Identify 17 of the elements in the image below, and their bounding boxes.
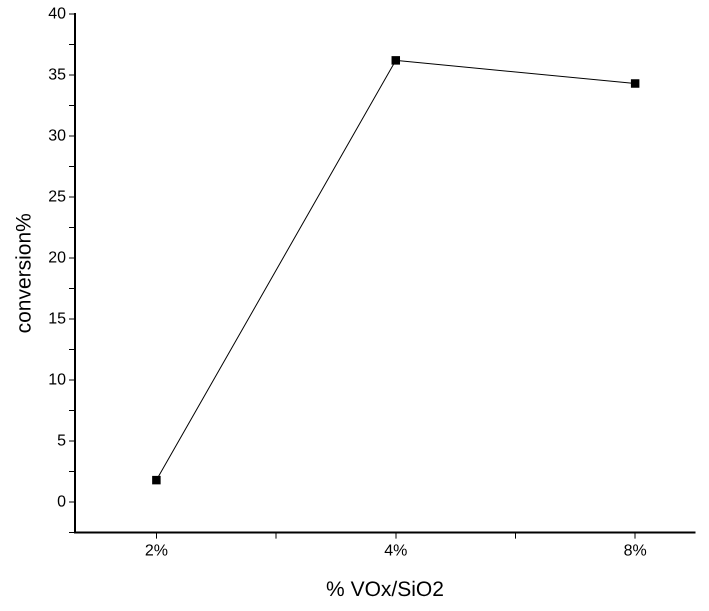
point bbox=[392, 56, 400, 65]
y-tick-label: 20 bbox=[48, 249, 66, 266]
y-tick-label: 15 bbox=[48, 310, 66, 328]
y-tick-label: 5 bbox=[57, 432, 66, 450]
y-tick-label: 25 bbox=[48, 188, 66, 206]
point bbox=[630, 79, 640, 88]
y-tick-label: 0 bbox=[57, 494, 66, 510]
y-tick-label: 10 bbox=[48, 371, 66, 388]
point bbox=[152, 476, 161, 484]
y-tick-label: 35 bbox=[48, 66, 66, 84]
x-tick-label: 2% bbox=[144, 542, 168, 560]
x-tick-label: 4% bbox=[384, 542, 408, 560]
x-axis-title: % VOx/SiO2 bbox=[326, 578, 444, 602]
x-tick-label: 8% bbox=[624, 542, 647, 560]
y-tick-label: 40 bbox=[48, 5, 66, 22]
y-tick-label: 30 bbox=[48, 127, 66, 144]
y-axis-title: conversion% bbox=[12, 213, 36, 334]
